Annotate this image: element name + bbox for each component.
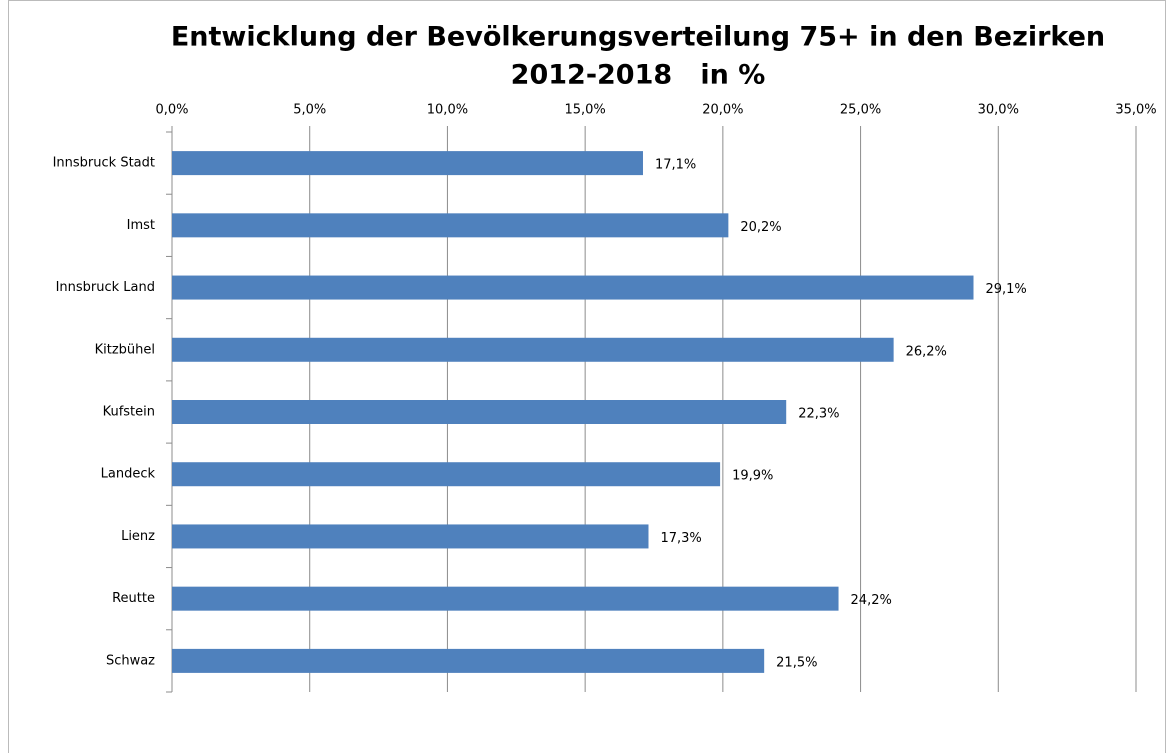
value-label: 17,3% <box>660 531 701 546</box>
y-tick-label: Imst <box>127 218 155 233</box>
x-tick-label: 30,0% <box>978 103 1019 118</box>
chart-subtitle: 2012-2018 in % <box>511 60 766 91</box>
x-tick-label: 15,0% <box>564 103 605 118</box>
y-tick-label: Innsbruck Land <box>56 280 155 295</box>
value-label: 22,3% <box>798 407 839 422</box>
y-tick-label: Innsbruck Stadt <box>53 156 155 171</box>
bar <box>172 213 729 238</box>
y-tick-label: Lienz <box>121 529 155 544</box>
bar <box>172 337 894 362</box>
chart-border <box>8 0 1166 753</box>
x-tick-label: 35,0% <box>1115 103 1156 118</box>
y-tick-label: Kitzbühel <box>95 342 155 357</box>
x-tick-label: 10,0% <box>427 103 468 118</box>
x-tick-label: 20,0% <box>702 103 743 118</box>
bar <box>172 648 765 673</box>
bar <box>172 462 721 487</box>
bar <box>172 586 839 611</box>
y-tick-label: Landeck <box>101 467 156 482</box>
value-label: 21,5% <box>776 655 817 670</box>
value-label: 17,1% <box>655 158 696 173</box>
bar <box>172 275 974 300</box>
x-tick-label: 25,0% <box>840 103 881 118</box>
bar <box>172 524 649 549</box>
y-tick-label: Kufstein <box>103 405 155 420</box>
value-label: 26,2% <box>906 344 947 359</box>
value-label: 20,2% <box>740 220 781 235</box>
bar <box>172 151 643 176</box>
y-tick-label: Schwaz <box>106 653 155 668</box>
x-tick-label: 5,0% <box>293 103 326 118</box>
value-label: 19,9% <box>732 469 773 484</box>
bar <box>172 400 787 424</box>
value-label: 29,1% <box>985 282 1026 297</box>
value-label: 24,2% <box>851 593 892 608</box>
x-tick-label: 0,0% <box>155 103 188 118</box>
y-tick-label: Reutte <box>112 591 155 606</box>
chart-title: Entwicklung der Bevölkerungsverteilung 7… <box>171 22 1105 53</box>
